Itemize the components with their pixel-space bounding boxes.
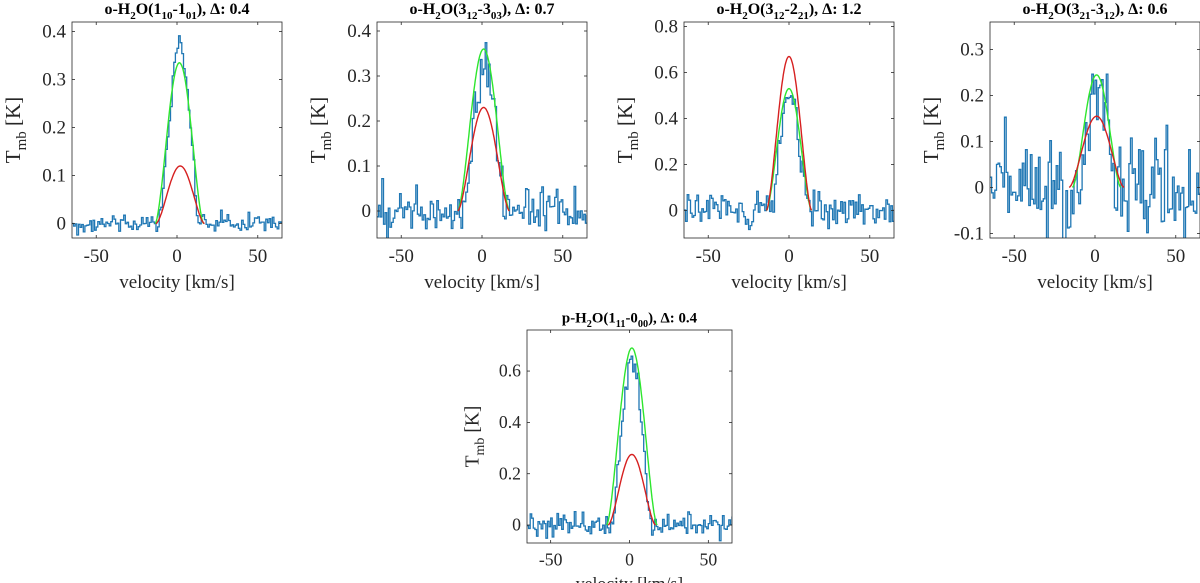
chart-panel-5: -50 0 50 0 0.2 0.4 0.6 velocity [km/s] Tmb [K] p-…: [463, 311, 733, 583]
y-axis-label: Tmb [K]: [1, 97, 30, 163]
chart-title: p-H2O(111-000), Δ: 0.4: [562, 311, 698, 331]
x-tick-label: 0: [1090, 246, 1100, 267]
x-axis-label: velocity [km/s]: [119, 272, 235, 293]
x-tick-label: -50: [539, 549, 563, 569]
y-tick-label: 0.2: [499, 463, 521, 483]
y-axis-label: Tmb [K]: [463, 406, 489, 468]
x-tick-label: -50: [389, 246, 414, 267]
series-observed: [527, 355, 732, 542]
x-axis-label: velocity [km/s]: [731, 272, 847, 293]
series-observed: [377, 42, 587, 238]
x-tick-label: -50: [696, 246, 721, 267]
y-tick-label: 0.3: [347, 66, 371, 87]
x-tick-label: 0: [784, 246, 794, 267]
y-tick-label: 0.3: [42, 70, 66, 91]
x-axis-label: velocity [km/s]: [1037, 272, 1153, 293]
y-axis-label: Tmb [K]: [613, 97, 642, 163]
y-tick-label: 0.2: [654, 154, 678, 175]
chart-panel-3: -50 0 50 0 0.2 0.4 0.6 0.8 velocity [km/s] Tmb [K…: [613, 1, 895, 293]
series-model-alt: [765, 55, 813, 211]
x-tick-label: 0: [477, 246, 487, 267]
series-model-fit: [154, 62, 205, 225]
y-tick-label: 0.4: [654, 109, 678, 130]
y-tick-label: -0.1: [954, 223, 984, 244]
chart-title: o-H2O(312-221), Δ: 1.2: [716, 1, 861, 22]
y-tick-label: 0: [669, 200, 679, 221]
y-tick-label: 0.8: [654, 17, 678, 38]
y-tick-label: 0: [975, 177, 985, 198]
x-tick-label: -50: [84, 246, 109, 267]
chart-title: o-H2O(110-101), Δ: 0.4: [104, 1, 249, 22]
axes-box: [989, 21, 1200, 239]
y-tick-label: 0.1: [960, 131, 984, 152]
series-model-fit: [606, 347, 658, 526]
y-tick-label: 0.6: [499, 361, 521, 381]
y-tick-label: 0: [512, 515, 521, 535]
series-model-alt: [607, 453, 656, 526]
y-tick-label: 0.2: [347, 111, 371, 132]
series-model-fit: [1071, 74, 1122, 188]
y-tick-label: 0: [362, 201, 372, 222]
y-tick-label: 0.1: [42, 166, 66, 187]
x-tick-label: 50: [248, 246, 267, 267]
chart-title: o-H2O(321-312), Δ: 0.6: [1022, 1, 1167, 22]
y-tick-label: 0.6: [654, 63, 678, 84]
y-tick-label: 0.1: [347, 156, 371, 177]
x-axis-label: velocity [km/s]: [424, 272, 540, 293]
series-model-alt: [155, 165, 205, 225]
axes-box: [683, 21, 895, 239]
y-tick-label: 0: [57, 214, 67, 235]
series-model-alt: [457, 106, 510, 212]
x-tick-label: -50: [1002, 246, 1027, 267]
y-tick-label: 0.2: [960, 86, 984, 107]
y-tick-label: 0.4: [347, 21, 371, 42]
series-model-fit: [765, 87, 813, 211]
chart-title: o-H2O(312-303), Δ: 0.7: [409, 1, 554, 22]
x-tick-label: 0: [625, 549, 634, 569]
series-model-fit: [457, 48, 511, 212]
x-tick-label: 50: [700, 549, 718, 569]
chart-panel-2: -50 0 50 0 0.1 0.2 0.3 0.4 velocity [km/s] Tmb [K…: [306, 1, 588, 293]
y-tick-label: 0.2: [42, 118, 66, 139]
series-observed: [684, 95, 894, 231]
series-observed: [990, 73, 1200, 238]
chart-panel-1: -50 0 50 0 0.1 0.2 0.3 0.4 velocity [km/s] Tmb [K…: [1, 1, 283, 293]
axes-box: [71, 21, 283, 239]
y-axis-label: Tmb [K]: [919, 97, 948, 163]
y-tick-label: 0.4: [499, 412, 521, 432]
y-tick-label: 0.4: [42, 22, 66, 43]
y-axis-label: Tmb [K]: [306, 97, 335, 163]
series-model-alt: [1068, 115, 1125, 189]
x-tick-label: 50: [860, 246, 879, 267]
x-tick-label: 50: [1166, 246, 1185, 267]
chart-panel-4: -50 0 50 -0.1 0 0.1 0.2 0.3 velocity [km/s] Tmb […: [919, 1, 1200, 293]
x-tick-label: 50: [553, 246, 572, 267]
x-axis-label: velocity [km/s]: [576, 574, 683, 583]
axes-box: [376, 21, 588, 239]
x-tick-label: 0: [172, 246, 182, 267]
series-observed: [72, 35, 282, 236]
y-tick-label: 0.3: [960, 40, 984, 61]
